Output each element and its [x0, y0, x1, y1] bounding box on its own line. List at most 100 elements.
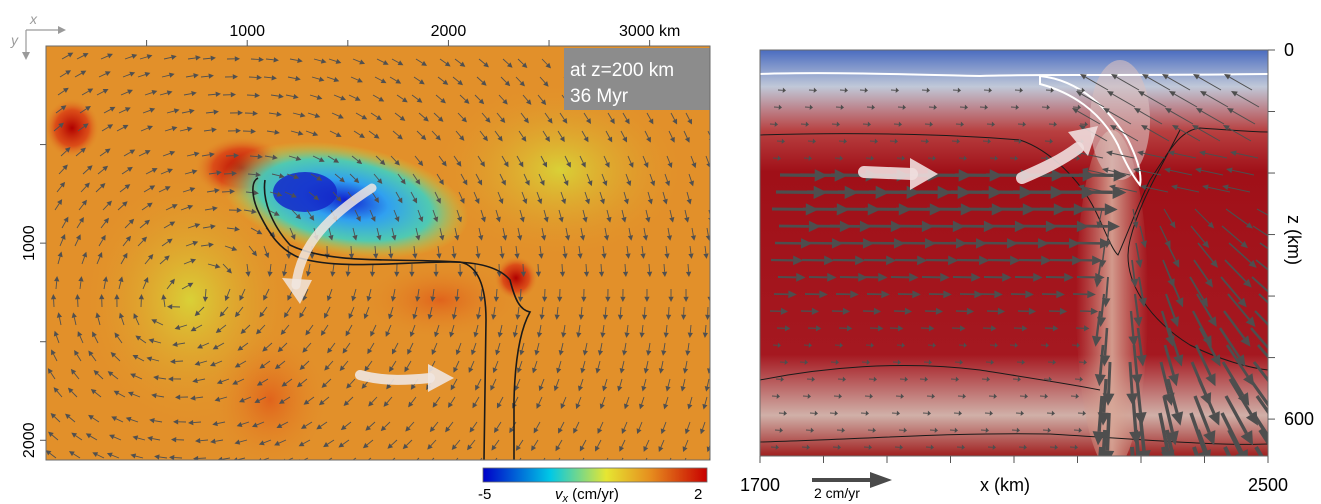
velocity-arrow	[59, 234, 66, 247]
velocity-arrow	[1098, 446, 1103, 456]
velocity-arrow	[644, 288, 650, 302]
velocity-arrow	[1040, 155, 1049, 161]
velocity-arrow	[92, 331, 99, 344]
velocity-arrow	[366, 288, 372, 302]
velocity-arrow	[804, 290, 828, 299]
velocity-arrow	[326, 288, 333, 302]
right-x-tick-label: 2500	[1248, 475, 1288, 495]
velocity-arrow	[627, 155, 634, 168]
velocity-arrow	[1074, 185, 1127, 199]
velocity-arrow	[896, 155, 905, 161]
velocity-arrow	[470, 342, 477, 356]
velocity-arrow	[413, 76, 425, 85]
velocity-arrow	[979, 290, 1003, 299]
velocity-arrow	[207, 91, 221, 97]
velocity-arrow	[703, 245, 709, 259]
velocity-arrow	[1196, 429, 1210, 456]
velocity-arrow	[891, 410, 900, 416]
velocity-arrow	[435, 94, 446, 104]
velocity-arrow	[299, 306, 307, 319]
velocity-arrow	[1072, 290, 1096, 299]
velocity-arrow	[363, 306, 370, 320]
velocity-arrow	[383, 396, 393, 407]
velocity-arrow	[327, 155, 340, 163]
velocity-arrow	[1190, 225, 1210, 249]
velocity-arrow	[1092, 395, 1106, 446]
velocity-arrow	[170, 358, 184, 365]
velocity-arrow	[531, 439, 539, 452]
velocity-arrow	[663, 396, 669, 410]
slow-region-slab	[221, 141, 469, 259]
velocity-arrow	[607, 112, 615, 125]
velocity-arrow	[245, 263, 251, 277]
velocity-arrow	[313, 58, 327, 64]
velocity-arrow	[897, 104, 906, 110]
velocity-arrow	[215, 324, 227, 334]
velocity-arrow	[412, 306, 418, 320]
velocity-arrow	[776, 325, 791, 332]
velocity-arrow	[179, 126, 193, 132]
velocity-arrow	[1049, 444, 1058, 450]
velocity-arrow	[352, 227, 358, 241]
velocity-arrow	[1220, 276, 1247, 308]
velocity-arrow	[205, 109, 219, 115]
velocity-arrow	[1046, 410, 1055, 416]
velocity-arrow	[684, 421, 691, 435]
velocity-arrow	[437, 76, 449, 85]
velocity-arrow	[861, 359, 870, 365]
velocity-arrow	[92, 452, 105, 459]
velocity-arrow	[620, 288, 626, 302]
velocity-arrow	[582, 342, 588, 356]
velocity-arrow	[1231, 91, 1260, 108]
velocity-arrow	[460, 173, 468, 186]
scale-arrow-label: 2 cm/yr	[814, 485, 860, 501]
velocity-arrow	[368, 396, 378, 407]
velocity-arrow	[416, 457, 420, 460]
velocity-arrow	[320, 324, 329, 336]
left-x-tick-label: 2000	[431, 23, 467, 40]
velocity-arrow	[519, 209, 525, 223]
velocity-arrow	[705, 155, 710, 168]
velocity-arrow	[1192, 125, 1221, 142]
velocity-arrow	[122, 235, 132, 247]
velocity-arrow	[605, 130, 613, 143]
velocity-arrow	[586, 173, 593, 187]
velocity-arrow	[1011, 427, 1020, 433]
velocity-arrow	[391, 342, 399, 355]
velocity-arrow	[890, 87, 899, 93]
velocity-arrow	[141, 202, 153, 211]
velocity-arrow	[395, 191, 403, 204]
velocity-arrow	[581, 130, 589, 143]
velocity-arrow	[165, 204, 178, 211]
velocity-arrow	[985, 359, 994, 365]
velocity-arrow	[1101, 429, 1107, 456]
velocity-arrow	[1254, 445, 1264, 456]
velocity-arrow	[501, 155, 509, 168]
velocity-arrow	[1221, 225, 1248, 249]
velocity-arrow	[832, 255, 866, 266]
velocity-arrow	[538, 378, 545, 392]
velocity-arrow	[451, 439, 461, 451]
velocity-arrow	[644, 130, 651, 143]
velocity-arrow	[920, 325, 935, 332]
velocity-arrow	[146, 356, 160, 362]
velocity-arrow	[56, 181, 66, 193]
velocity-arrow	[98, 234, 106, 247]
velocity-arrow	[603, 227, 610, 241]
velocity-arrow	[77, 123, 89, 132]
velocity-arrow	[80, 182, 90, 193]
velocity-arrow	[690, 227, 696, 241]
velocity-arrow	[71, 432, 83, 441]
velocity-arrow	[665, 306, 672, 320]
velocity-arrow	[268, 111, 282, 117]
velocity-arrow	[61, 52, 74, 60]
velocity-arrow	[923, 359, 932, 365]
velocity-arrow	[455, 457, 459, 460]
velocity-arrow	[553, 378, 560, 392]
velocity-arrow	[240, 324, 251, 334]
velocity-arrow	[924, 121, 933, 127]
velocity-arrow	[1107, 91, 1136, 108]
velocity-arrow	[303, 396, 315, 405]
annotation-line2: 36 Myr	[570, 86, 629, 107]
velocity-arrow	[1044, 325, 1059, 332]
